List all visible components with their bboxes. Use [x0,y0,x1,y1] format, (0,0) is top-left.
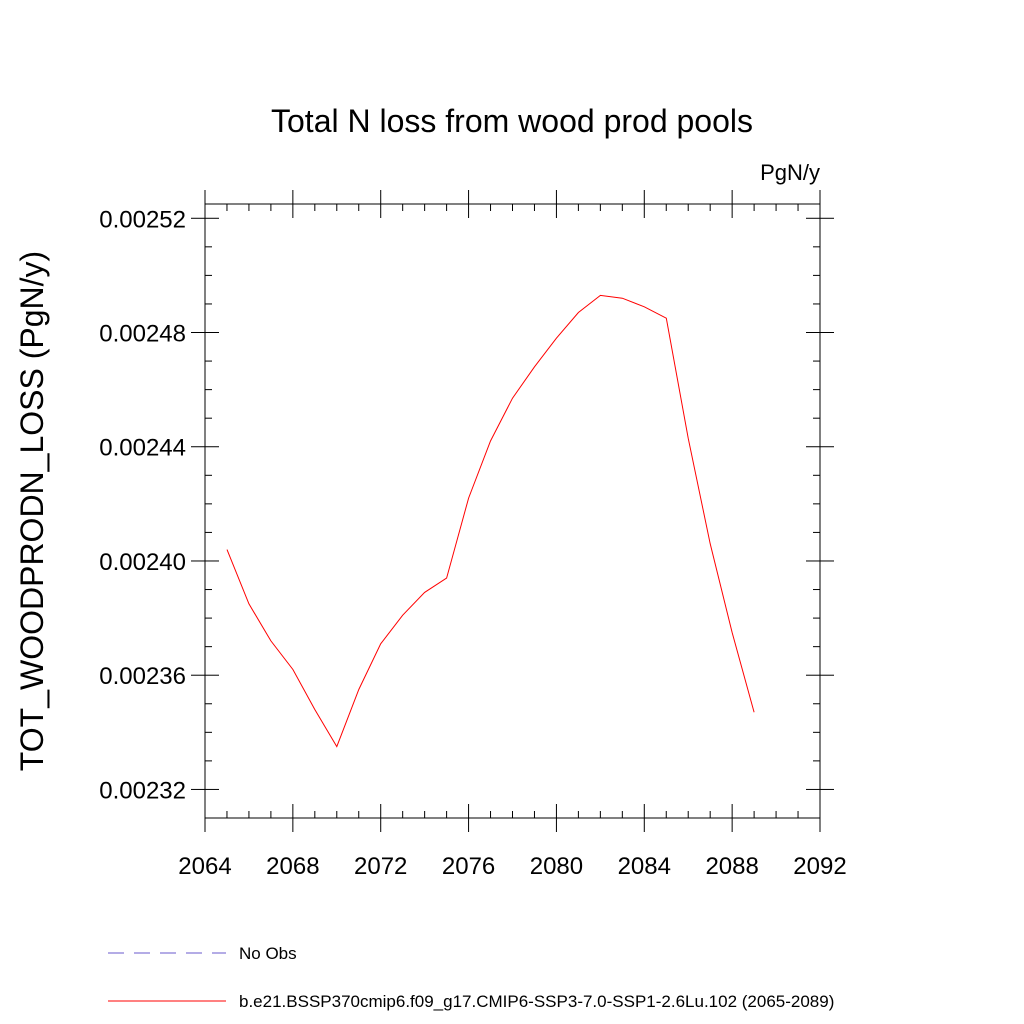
y-tick-label: 0.00236 [99,663,186,690]
series-layer [226,294,755,748]
series-line [226,294,755,748]
x-tick-label: 2068 [266,853,319,880]
x-axis: 2064 2068 2072 2076 2080 2084 2088 2092 [178,190,847,880]
x-tick-label: 2080 [530,853,583,880]
x-tick-label: 2076 [442,853,495,880]
y-tick-label: 0.00240 [99,549,186,576]
y-tick-label: 0.00248 [99,321,186,348]
x-tick-label: 2064 [178,853,231,880]
legend-label: b.e21.BSSP370cmip6.f09_g17.CMIP6-SSP3-7.… [239,992,834,1011]
y-axis-label: TOT_WOODPRODN_LOSS (PgN/y) [14,251,50,771]
y-tick-label: 0.00252 [99,206,186,233]
x-tick-label: 2072 [354,853,407,880]
legend: No Obs b.e21.BSSP370cmip6.f09_g17.CMIP6-S… [108,944,834,1011]
y-axis: 0.00232 0.00236 0.00240 0.00244 0.00248 0.002… [99,206,834,819]
x-tick-label: 2084 [618,853,671,880]
plot-frame [204,203,821,819]
y-tick-label: 0.00232 [99,777,186,804]
legend-label: No Obs [239,944,297,963]
units-label: PgN/y [760,160,820,185]
chart-title: Total N loss from wood prod pools [271,103,753,139]
x-tick-label: 2092 [793,853,846,880]
x-tick-label: 2088 [705,853,758,880]
y-tick-label: 0.00244 [99,435,186,462]
